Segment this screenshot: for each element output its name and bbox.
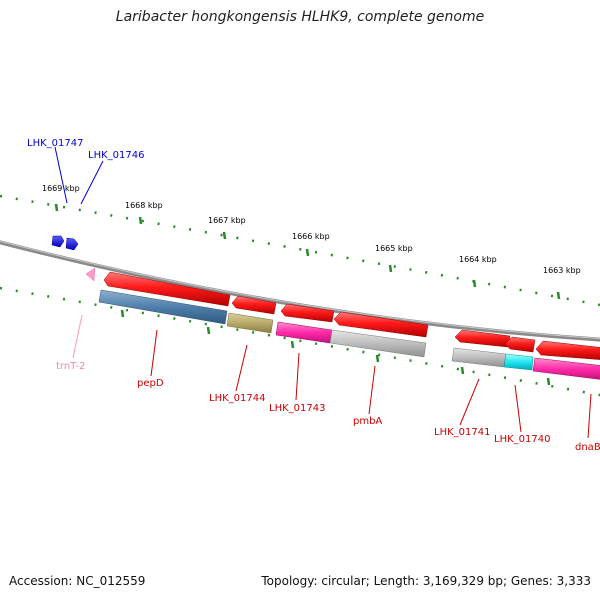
leader-line — [150, 329, 158, 377]
feature-trnt-2[interactable] — [85, 267, 96, 282]
feature-dnab-cds[interactable] — [535, 340, 600, 360]
leader-line — [72, 314, 83, 359]
ruler-tick-label: 1668 kbp — [125, 201, 163, 210]
feature-label-lhk-01743[interactable]: LHK_01743 — [269, 403, 325, 414]
accession-text: Accession: NC_012559 — [9, 574, 146, 588]
inner-ruler — [0, 286, 600, 397]
feature-pepd-category[interactable] — [98, 289, 228, 325]
feature-lhk-01744-category[interactable] — [226, 312, 274, 334]
topology-text: Topology: circular; Length: 3,169,329 bp… — [261, 574, 591, 588]
outer-ruler — [0, 194, 600, 307]
feature-lhk-01747-arrow[interactable] — [51, 235, 65, 248]
major-tick — [222, 231, 227, 240]
feature-label-lhk-01741[interactable]: LHK_01741 — [434, 427, 490, 438]
major-tick — [375, 354, 380, 363]
feature-label-lhk-01740[interactable]: LHK_01740 — [494, 434, 550, 445]
feature-dnab-category[interactable] — [532, 357, 600, 380]
feature-label-dnab[interactable]: dnaB — [575, 442, 600, 453]
genome-backbone — [0, 240, 600, 342]
reverse-cds-row — [85, 267, 600, 360]
ruler-tick-label: 1664 kbp — [459, 255, 497, 264]
leader-line — [235, 344, 248, 392]
major-tick — [120, 309, 125, 318]
leader-line — [587, 393, 592, 439]
feature-label-lhk-01746[interactable]: LHK_01746 — [88, 150, 144, 161]
ruler-tick-label: 1667 kbp — [208, 216, 246, 225]
feature-lhk-01746-arrow[interactable] — [65, 237, 79, 251]
feature-lhk-01741-category[interactable] — [451, 347, 507, 368]
ruler-tick-label: 1666 kbp — [292, 232, 330, 241]
reverse-labels: trnT-2 pepD LHK_01744 LHK_01743 pmbA LHK… — [56, 314, 600, 453]
major-tick — [556, 291, 561, 300]
feature-lhk-01743-category[interactable] — [275, 321, 333, 344]
feature-pmba-cds[interactable] — [333, 311, 429, 338]
feature-lhk-01740-category[interactable] — [503, 353, 534, 371]
feature-label-pmba[interactable]: pmbA — [353, 416, 382, 427]
feature-label-lhk-01747[interactable]: LHK_01747 — [27, 138, 83, 149]
genome-title: Laribacter hongkongensis HLHK9, complete… — [115, 9, 485, 25]
leader-line — [54, 146, 68, 204]
ruler-labels: 1669 kbp 1668 kbp 1667 kbp 1666 kbp 1665… — [42, 184, 581, 275]
feature-pepd-cds[interactable] — [103, 271, 231, 307]
forward-labels: LHK_01747 LHK_01746 — [27, 138, 144, 205]
major-ticks-outer — [54, 203, 561, 300]
major-tick — [472, 279, 477, 288]
leader-line — [514, 384, 522, 433]
major-tick — [546, 377, 551, 386]
cog-category-row — [98, 289, 600, 380]
major-tick — [54, 203, 59, 212]
major-tick — [138, 216, 143, 225]
leader-line — [368, 365, 376, 415]
major-tick — [388, 264, 393, 273]
feature-lhk-01740-cds[interactable] — [504, 336, 536, 353]
feature-pmba-category[interactable] — [329, 329, 427, 358]
ruler-tick-label: 1663 kbp — [543, 266, 581, 275]
feature-lhk-01743-cds[interactable] — [280, 303, 335, 323]
major-tick — [206, 326, 211, 335]
major-tick — [290, 340, 295, 349]
forward-features — [51, 235, 79, 251]
ruler-tick-label: 1669 kbp — [42, 184, 80, 193]
leader-line — [295, 352, 300, 401]
feature-label-lhk-01744[interactable]: LHK_01744 — [209, 393, 265, 404]
major-tick — [460, 366, 465, 375]
leader-line — [459, 378, 480, 426]
feature-label-pepd[interactable]: pepD — [137, 378, 164, 389]
ruler-tick-label: 1665 kbp — [375, 244, 413, 253]
major-tick — [305, 248, 310, 257]
feature-label-trnt-2[interactable]: trnT-2 — [56, 361, 85, 372]
genome-backbone-highlight — [0, 240, 600, 340]
leader-line — [80, 160, 104, 205]
feature-lhk-01744-cds[interactable] — [231, 295, 277, 315]
